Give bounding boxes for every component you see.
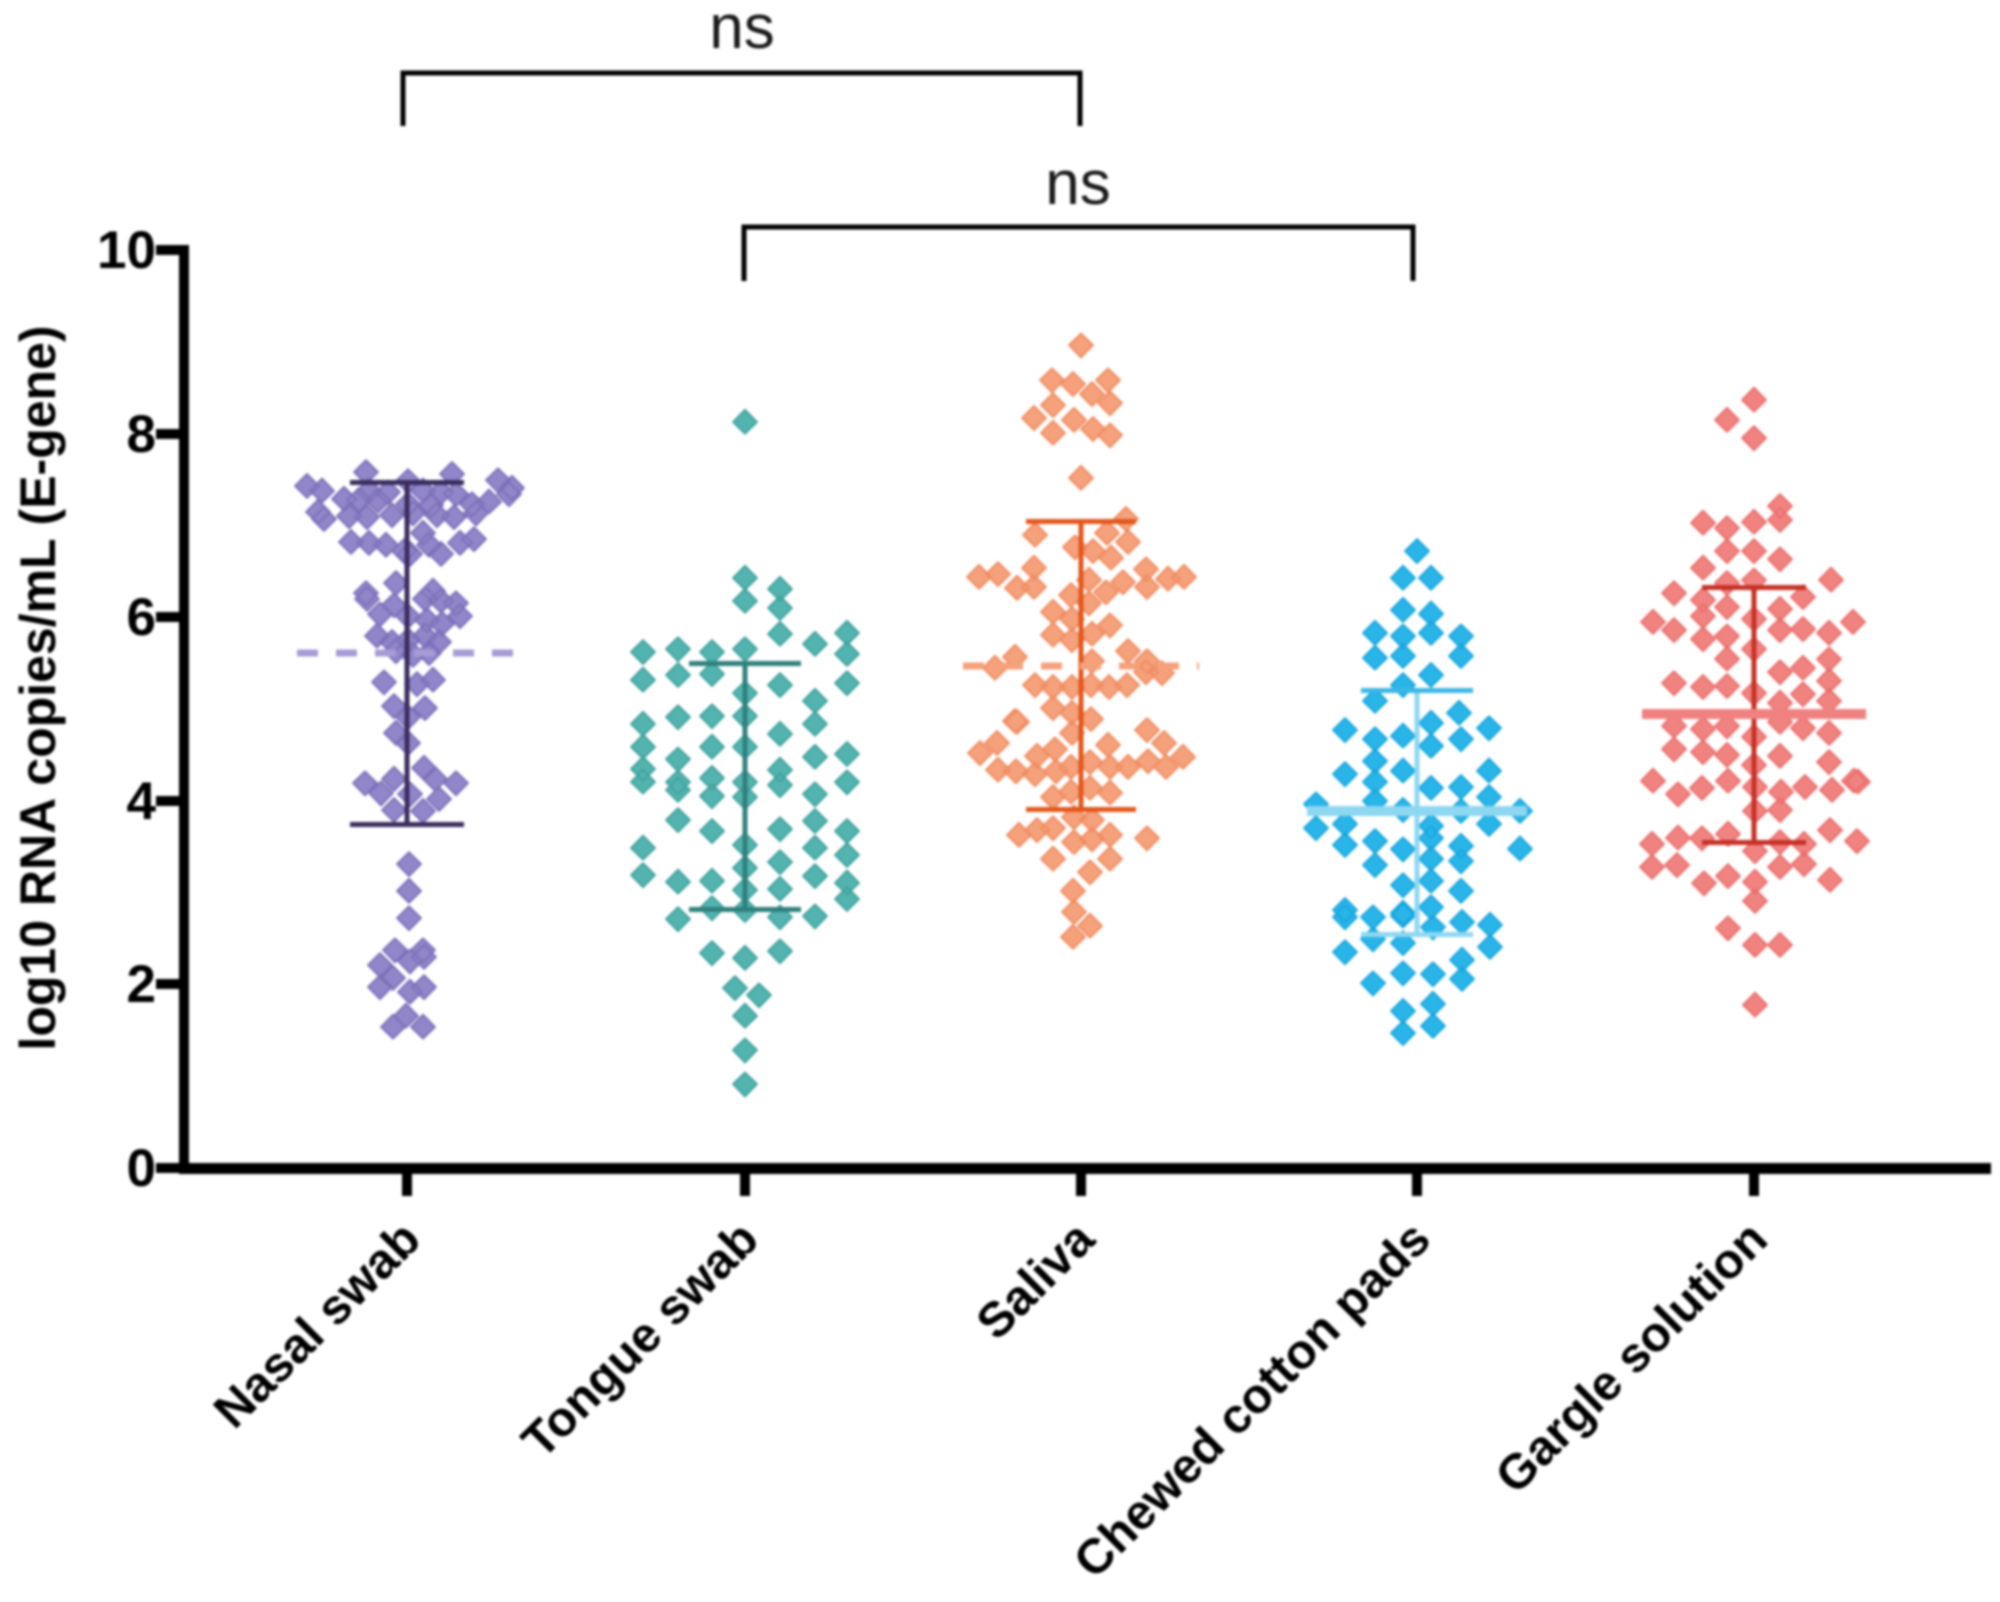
svg-text:8: 8 xyxy=(127,405,156,464)
svg-text:log10 RNA copies/mL (E-gene): log10 RNA copies/mL (E-gene) xyxy=(10,325,66,1050)
svg-text:4: 4 xyxy=(127,772,157,831)
svg-text:ns: ns xyxy=(1045,149,1110,218)
svg-text:ns: ns xyxy=(709,0,774,62)
svg-text:10: 10 xyxy=(97,221,156,280)
svg-text:6: 6 xyxy=(127,588,156,647)
svg-text:2: 2 xyxy=(127,955,156,1014)
svg-text:0: 0 xyxy=(127,1139,156,1198)
